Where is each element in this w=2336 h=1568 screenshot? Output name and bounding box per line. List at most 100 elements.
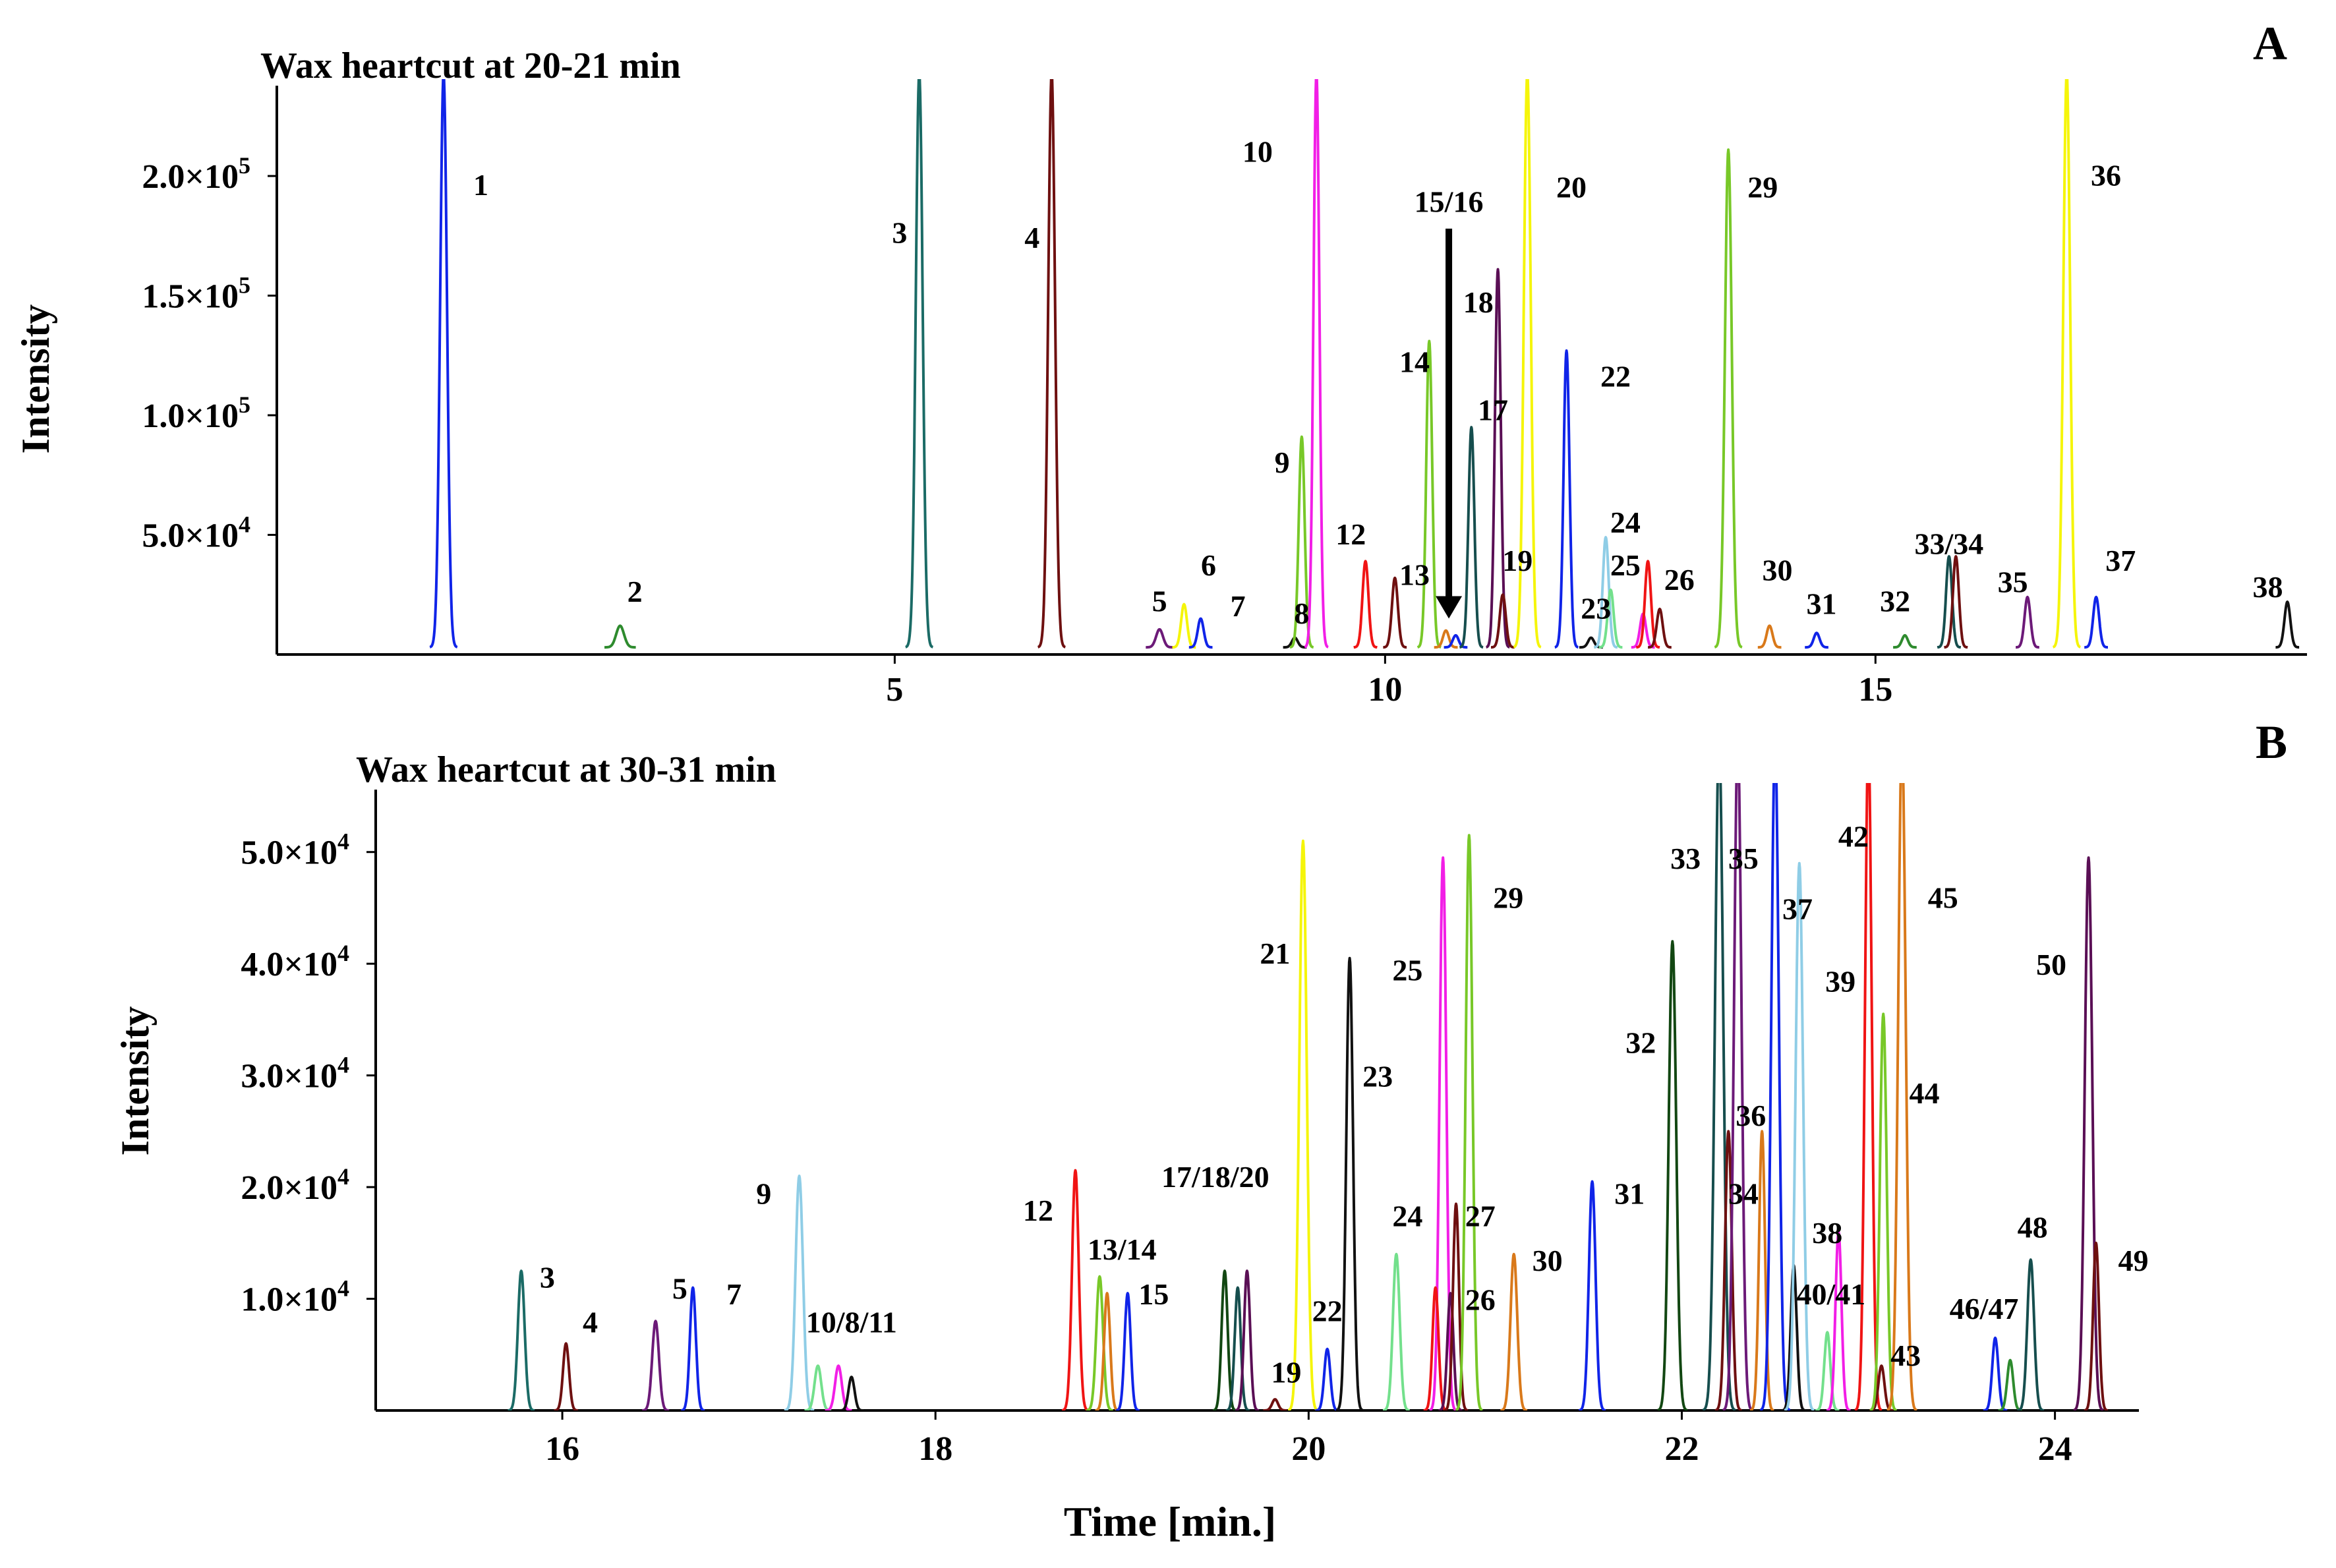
panel-a-peak-trace <box>1757 624 1782 649</box>
panel-a-peak-trace <box>2014 595 2041 649</box>
panel-a-peak-trace <box>1382 576 1408 649</box>
panel-a-peak-trace <box>1459 426 1484 649</box>
panel-a-peak-label: 4 <box>1024 221 1039 254</box>
panel-b-peak-label: 22 <box>1312 1294 1343 1327</box>
panel-a-peak-label: 13 <box>1399 558 1430 592</box>
panel-b-peak-label: 13/14 <box>1088 1233 1157 1266</box>
panel-a-peak-label: 19 <box>1502 544 1533 577</box>
panel-b-peak-label: 15 <box>1138 1277 1169 1311</box>
panel-a-letter: A <box>2253 17 2287 70</box>
panel-b-peak-trace <box>1783 861 1815 1410</box>
panel-a-peak-trace <box>1647 608 1673 649</box>
panel-b-peak-trace <box>680 1286 706 1410</box>
panel-a-peak-label: 32 <box>1880 585 1910 618</box>
panel-a-y-tick-label: 5.0×104 <box>142 511 250 555</box>
panel-a-peak-label: 23 <box>1581 592 1611 625</box>
panel-b-peak-label: 26 <box>1465 1283 1496 1316</box>
panel-a-peak-trace <box>1289 435 1315 649</box>
panel-a-peak-label: 8 <box>1294 596 1309 630</box>
panel-b-peak-trace <box>1085 1275 1114 1410</box>
panel-a-peak-trace <box>1490 593 1516 649</box>
panel-a-peak-trace <box>1714 148 1743 649</box>
panel-b-peak-label: 5 <box>672 1272 687 1306</box>
panel-a-annotation-label: 15/16 <box>1415 185 1484 218</box>
panel-a-peak-trace <box>603 624 637 649</box>
panel-a-y-tick-label: 2.0×105 <box>142 152 250 196</box>
panel-b-y-tick-label: 4.0×104 <box>241 940 349 983</box>
panel-b-peak-trace <box>1749 1130 1775 1410</box>
panel-b-peak-label: 44 <box>1909 1076 1939 1110</box>
panel-b-peak-label: 17/18/20 <box>1161 1160 1270 1194</box>
panel-b-peak-label: 49 <box>2118 1244 2149 1277</box>
panel-b-peak-trace <box>1094 1292 1121 1410</box>
panel-b-peak-label: 4 <box>583 1305 598 1339</box>
panel-b-peak-label: 31 <box>1614 1177 1645 1211</box>
panel-a-peak-label: 20 <box>1556 171 1587 204</box>
panel-a-peak-trace <box>1635 560 1661 649</box>
panel-a-peak-label: 10 <box>1242 134 1273 168</box>
panel-a-peak-trace <box>1513 79 1542 649</box>
panel-a-peak-label: 7 <box>1231 589 1246 623</box>
panel-b-peak-trace <box>1759 783 1791 1410</box>
panel-b-peak-label: 9 <box>756 1177 771 1211</box>
panel-b-peak-trace <box>1115 1292 1141 1410</box>
panel-a-peak-label: 3 <box>892 216 907 250</box>
panel-b-peak-trace <box>507 1269 536 1410</box>
panel-a-peak-label: 30 <box>1763 553 1793 587</box>
panel-b-peak-trace <box>1702 783 1737 1410</box>
panel-b-peak-trace <box>1262 1398 1288 1410</box>
panel-a-peak-label: 9 <box>1275 446 1290 479</box>
panel-a-peak-label: 24 <box>1610 506 1641 539</box>
panel-b-peak-label: 10/8/11 <box>806 1305 897 1339</box>
panel-b-peak-label: 34 <box>1728 1177 1759 1211</box>
panel-b-title: Wax heartcut at 30-31 min <box>356 749 776 790</box>
panel-b-peak-label: 12 <box>1023 1194 1053 1227</box>
panel-a-peak-trace <box>1892 634 1918 649</box>
panel-a-x-tick-label: 5 <box>886 671 903 709</box>
panel-a-title: Wax heartcut at 20-21 min <box>260 45 681 86</box>
panel-b-peak-label: 7 <box>726 1277 742 1311</box>
panel-b-peak-trace <box>1382 1252 1411 1410</box>
panel-a-peak-label: 37 <box>2105 544 2136 577</box>
panel-b-peak-label: 45 <box>1928 881 1958 914</box>
panel-a-peak-label: 38 <box>2252 570 2283 604</box>
panel-b-peak-trace <box>2016 1258 2045 1410</box>
panel-b-peak-trace <box>838 1376 865 1410</box>
panel-a-peak-label: 12 <box>1335 517 1366 551</box>
panel-b-peak-labels: 345 7910/8/111213/141517/18/2019212223242… <box>540 819 2149 1389</box>
panel-b-y-tick-label: 1.0×104 <box>241 1275 349 1319</box>
panel-a-peak-label: 26 <box>1664 563 1695 596</box>
panel-a-y-axis-label: Intensity <box>14 305 57 454</box>
panel-b-peak-label: 43 <box>1890 1339 1921 1372</box>
panel-b-peak-trace <box>1455 834 1484 1410</box>
panel-b-x-tick-label: 16 <box>545 1430 579 1468</box>
panel-b-x-tick-label: 22 <box>1664 1430 1699 1468</box>
panel-b-peak-label: 42 <box>1838 819 1869 853</box>
panel-b-peak-label: 46/47 <box>1950 1292 2019 1325</box>
panel-b-peak-trace <box>1287 839 1319 1410</box>
panel-a-peak-label: 2 <box>628 575 643 608</box>
panel-a-peak-trace <box>904 79 934 649</box>
panel-b-peak-label: 25 <box>1392 954 1422 987</box>
panel-b-peak-label: 32 <box>1625 1026 1656 1060</box>
panel-a-peak-trace <box>1598 589 1623 649</box>
panel-b-peak-trace <box>1577 1180 1607 1410</box>
panel-b-x-tick-label: 18 <box>918 1430 952 1468</box>
panel-a-peak-trace <box>1416 339 1442 649</box>
panel-a-x-tick-label: 15 <box>1858 671 1892 709</box>
panel-b-peak-trace <box>1212 1269 1238 1410</box>
panel-a-peak-label: 14 <box>1399 345 1430 379</box>
panel-b-peak-label: 35 <box>1728 842 1759 875</box>
panel-b-peak-trace <box>1314 1347 1341 1410</box>
panel-a-peak-trace <box>428 79 459 649</box>
panel-b-peak-trace <box>1335 956 1364 1410</box>
panel-a-peak-label: 29 <box>1747 171 1778 204</box>
panel-a-peak-label: 36 <box>2091 159 2121 192</box>
panel-b-peak-trace <box>1814 1331 1840 1410</box>
panel-b-peak-label: 29 <box>1493 881 1523 914</box>
panel-b-peak-label: 36 <box>1736 1099 1766 1132</box>
panel-a-peak-trace <box>1554 349 1579 649</box>
